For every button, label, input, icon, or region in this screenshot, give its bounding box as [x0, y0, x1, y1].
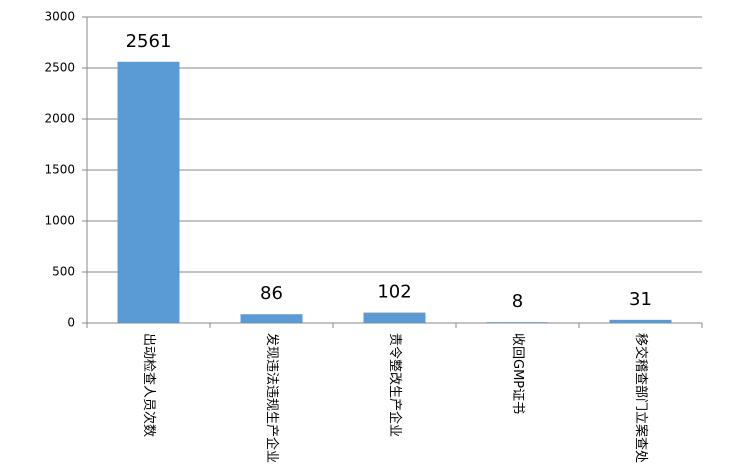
bar [363, 312, 426, 323]
y-tick-label: 500 [52, 265, 75, 279]
y-tick-label: 0 [67, 316, 75, 330]
x-tick-label: 移交稽查部门立案查处 [633, 333, 649, 463]
y-tick-label: 1000 [44, 214, 75, 228]
value-label: 102 [377, 282, 411, 303]
bar [240, 314, 303, 323]
x-tick-label: 出动检查人员次数 [141, 333, 157, 437]
value-label: 8 [512, 291, 523, 312]
value-label: 2561 [126, 31, 172, 52]
bar [117, 61, 180, 323]
x-tick-label: 发现违法违规生产企业 [264, 333, 280, 463]
x-tick-label: 收回GMP证书 [510, 333, 525, 414]
y-tick-label: 3000 [44, 10, 75, 24]
y-tick-label: 2500 [44, 61, 75, 75]
x-tick-label: 责令整改生产企业 [387, 333, 403, 437]
y-tick-label: 2000 [44, 112, 75, 126]
value-label: 86 [260, 283, 283, 304]
y-tick-label: 1500 [44, 163, 75, 177]
bar [609, 319, 672, 323]
value-label: 31 [629, 289, 652, 310]
